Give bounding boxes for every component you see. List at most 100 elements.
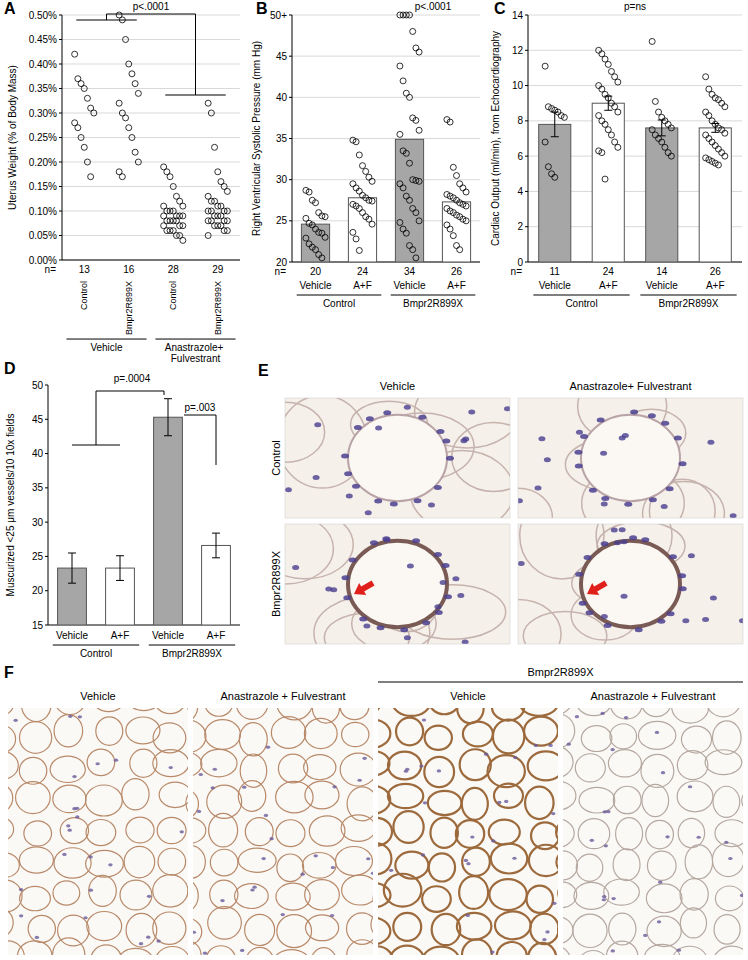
column-label: Vehicle (80, 690, 115, 702)
group-line (53, 645, 139, 646)
image-frame (285, 398, 510, 518)
nucleus (504, 800, 508, 803)
alveolus (193, 879, 198, 912)
alveolus (245, 818, 273, 846)
bracket (76, 20, 137, 21)
alveolus (86, 850, 124, 877)
alveolus (24, 821, 52, 846)
tick-label: 15 (32, 620, 44, 631)
point (363, 168, 369, 174)
alveolus (87, 911, 122, 940)
category-label: A+F (111, 630, 130, 641)
group-line (155, 339, 235, 340)
micrograph (378, 708, 558, 955)
point (132, 81, 138, 87)
nucleus (35, 936, 39, 939)
alveolus (422, 886, 451, 912)
point (91, 110, 97, 116)
n-value: 20 (310, 266, 322, 277)
point (649, 38, 655, 44)
point (353, 185, 359, 191)
point (369, 198, 375, 204)
nucleus (574, 450, 582, 455)
row-label: Bmpr2R899X (270, 550, 282, 617)
image-bg (8, 708, 188, 955)
category-label: Control (79, 281, 89, 310)
point (126, 125, 132, 131)
bar (646, 128, 678, 262)
error-bar (551, 112, 559, 137)
nucleus (728, 857, 732, 860)
nucleus (349, 557, 357, 562)
point (403, 193, 409, 199)
micrograph (285, 524, 510, 644)
bracket (165, 95, 226, 96)
alveolus (430, 818, 457, 848)
nucleus (313, 475, 320, 480)
n-label: n= (45, 264, 57, 275)
alveolus (527, 886, 553, 913)
nucleus (400, 627, 408, 632)
nucleus (146, 936, 150, 939)
point (413, 45, 419, 51)
alveolus (304, 755, 336, 780)
alveolus (8, 784, 13, 812)
nucleus (629, 535, 637, 540)
point (224, 218, 230, 224)
point (75, 125, 81, 131)
nucleus (19, 914, 23, 917)
nucleus (512, 857, 516, 860)
grid-line (62, 235, 240, 236)
nucleus (300, 873, 304, 876)
alveolus (371, 908, 373, 940)
micrograph (518, 398, 743, 518)
point (668, 153, 674, 159)
nucleus (211, 786, 215, 789)
alveolus (638, 721, 675, 749)
category-label: Bmpr2R899X (213, 281, 223, 335)
category-label: Vehicle (56, 630, 89, 641)
nucleus (518, 498, 523, 503)
error-cap (212, 533, 220, 534)
nucleus (575, 572, 583, 577)
error-bar (68, 553, 76, 583)
error-cap (658, 135, 666, 136)
nucleus (504, 406, 510, 411)
nucleus (579, 601, 587, 606)
alveolus (126, 913, 157, 947)
alveolus (210, 849, 238, 876)
alveolus (53, 881, 80, 905)
alveolus (120, 880, 152, 910)
nucleus (423, 801, 427, 804)
alveolus (342, 875, 373, 905)
nucleus (665, 835, 669, 838)
nucleus (462, 639, 469, 644)
point (407, 243, 413, 249)
image-frame (285, 524, 510, 644)
alveolus (16, 782, 51, 814)
nucleus (421, 853, 425, 856)
point (180, 203, 186, 209)
bar (301, 224, 329, 262)
tick-label: 40 (276, 92, 288, 103)
alveolus (520, 708, 558, 716)
alveolus (518, 600, 561, 644)
nucleus (655, 731, 659, 734)
error-bar (212, 533, 220, 558)
nucleus (405, 768, 409, 771)
alveolus (378, 708, 382, 714)
nucleus (576, 430, 583, 435)
point (712, 143, 718, 149)
alveolus (609, 913, 636, 945)
category-label: A+F (207, 630, 226, 641)
nucleus (464, 859, 468, 862)
nucleus (682, 618, 689, 623)
alveolus (396, 718, 423, 746)
nucleus (635, 627, 643, 632)
point (460, 185, 466, 191)
group-label: Control (80, 648, 112, 659)
nucleus (661, 421, 669, 426)
point (369, 178, 375, 184)
tick-label: 30 (32, 517, 44, 528)
nucleus (413, 498, 421, 503)
